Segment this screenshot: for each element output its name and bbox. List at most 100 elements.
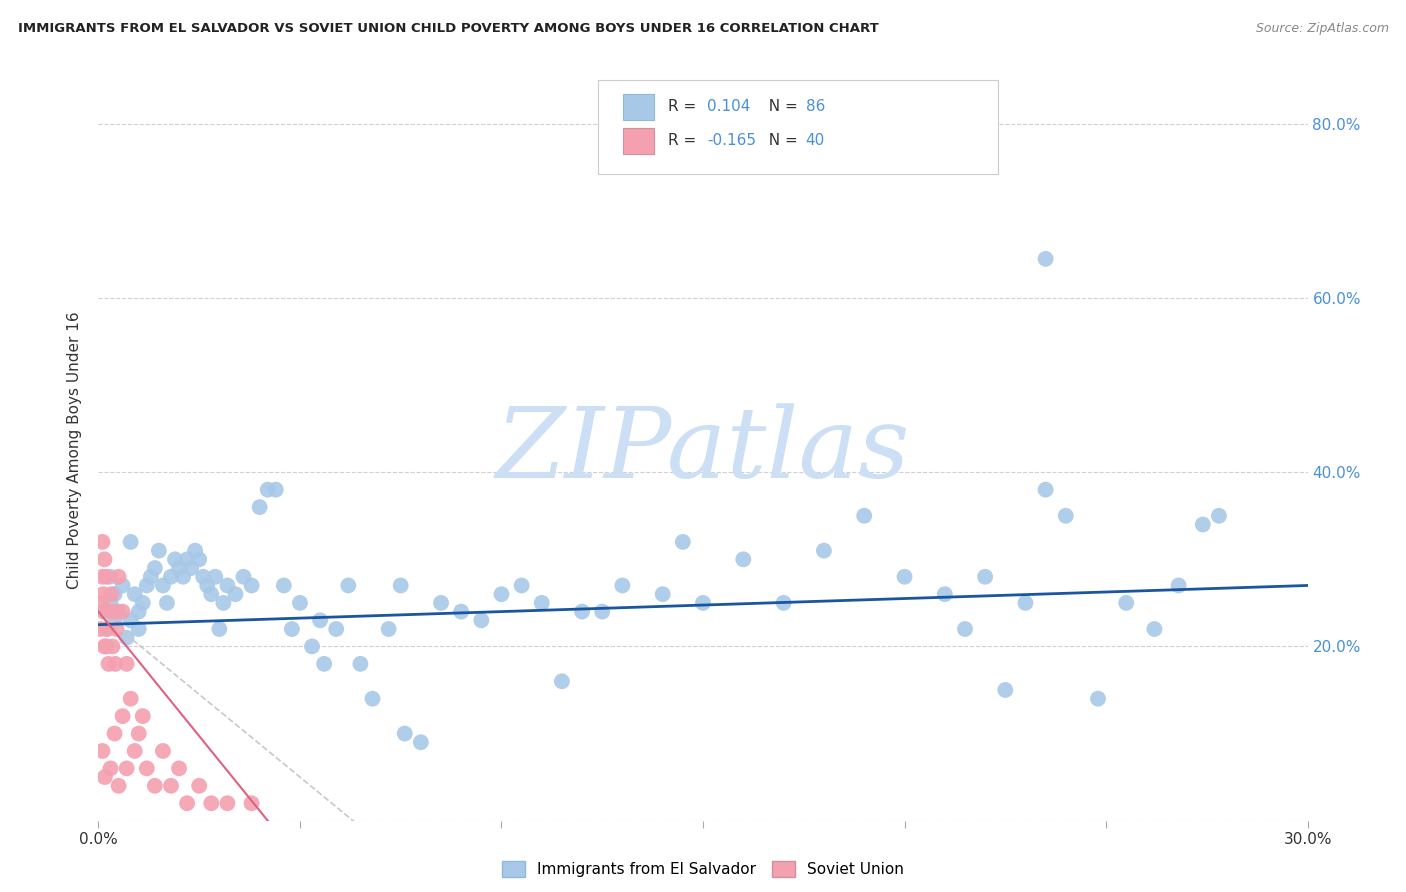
Point: [450, 605, 472, 619]
Point: [100, 596, 122, 610]
Point: [430, 596, 453, 610]
Point: [180, 561, 202, 575]
Point: [325, 622, 347, 636]
Point: [309, 613, 332, 627]
Point: [160, 779, 183, 793]
Point: [135, 761, 157, 775]
Point: [94, 770, 117, 784]
Point: [612, 578, 634, 592]
Point: [100, 761, 122, 775]
Point: [107, 570, 129, 584]
Point: [90, 596, 112, 610]
Point: [288, 596, 311, 610]
Point: [934, 587, 956, 601]
Point: [256, 483, 278, 497]
Point: [224, 587, 246, 601]
Point: [193, 570, 215, 584]
Point: [104, 657, 127, 671]
Legend: Immigrants from El Salvador, Soviet Union: Immigrants from El Salvador, Soviet Unio…: [496, 855, 910, 883]
Point: [96, 640, 118, 654]
Point: [115, 657, 138, 671]
Point: [148, 543, 170, 558]
Point: [103, 587, 125, 601]
Point: [389, 578, 412, 592]
Point: [1054, 508, 1077, 523]
Point: [143, 561, 166, 575]
Point: [91, 587, 114, 601]
Point: [974, 570, 997, 584]
Point: [105, 622, 128, 636]
Y-axis label: Child Poverty Among Boys Under 16: Child Poverty Among Boys Under 16: [67, 311, 83, 590]
Text: 40: 40: [806, 133, 825, 147]
Point: [1143, 622, 1166, 636]
Text: -0.165: -0.165: [707, 133, 756, 147]
Point: [115, 631, 138, 645]
Point: [103, 726, 125, 740]
Point: [103, 605, 125, 619]
Point: [813, 543, 835, 558]
Point: [337, 578, 360, 592]
Point: [128, 605, 150, 619]
Point: [571, 605, 593, 619]
Point: [167, 561, 190, 575]
Point: [530, 596, 553, 610]
Text: Source: ZipAtlas.com: Source: ZipAtlas.com: [1256, 22, 1389, 36]
Point: [510, 578, 533, 592]
Point: [188, 779, 211, 793]
Point: [96, 622, 118, 636]
Point: [409, 735, 432, 749]
Point: [107, 779, 129, 793]
Point: [195, 578, 218, 592]
Point: [172, 570, 194, 584]
Point: [1014, 596, 1036, 610]
Point: [111, 709, 134, 723]
Point: [208, 622, 231, 636]
Point: [120, 535, 142, 549]
Point: [96, 622, 118, 636]
Point: [107, 605, 129, 619]
Point: [200, 796, 222, 810]
Point: [111, 605, 134, 619]
Point: [200, 587, 222, 601]
Point: [100, 605, 122, 619]
Point: [167, 761, 190, 775]
Point: [1115, 596, 1137, 610]
Point: [103, 613, 125, 627]
Point: [232, 570, 254, 584]
Text: 0.104: 0.104: [707, 99, 751, 113]
Point: [853, 508, 876, 523]
Point: [163, 552, 186, 566]
Point: [100, 587, 122, 601]
Point: [1035, 252, 1057, 266]
Point: [591, 605, 613, 619]
Point: [240, 578, 263, 592]
Point: [96, 605, 118, 619]
Point: [96, 570, 118, 584]
Point: [314, 657, 336, 671]
Point: [240, 796, 263, 810]
Text: N =: N =: [759, 133, 803, 147]
Point: [101, 640, 124, 654]
Point: [281, 622, 304, 636]
Point: [93, 640, 115, 654]
Point: [184, 543, 207, 558]
Point: [135, 578, 157, 592]
Point: [212, 596, 235, 610]
Point: [1167, 578, 1189, 592]
Point: [156, 596, 179, 610]
Point: [93, 552, 115, 566]
Point: [1035, 483, 1057, 497]
Point: [124, 744, 146, 758]
Point: [733, 552, 755, 566]
Text: N =: N =: [759, 99, 803, 113]
Point: [491, 587, 513, 601]
Point: [91, 570, 114, 584]
Point: [301, 640, 323, 654]
Point: [217, 578, 239, 592]
Point: [953, 622, 976, 636]
Point: [204, 570, 226, 584]
Point: [470, 613, 492, 627]
Point: [1191, 517, 1213, 532]
Point: [128, 622, 150, 636]
Point: [120, 613, 142, 627]
